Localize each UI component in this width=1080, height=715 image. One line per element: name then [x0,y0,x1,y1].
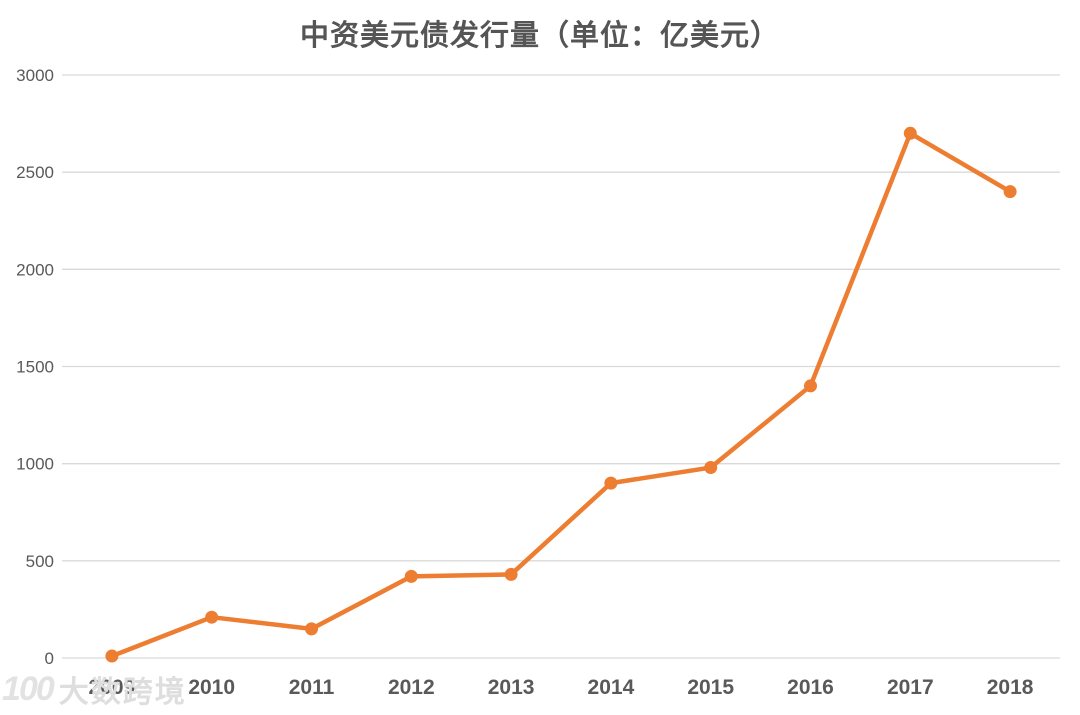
y-tick-label: 500 [26,552,54,571]
x-tick-label: 2011 [289,676,335,699]
data-point [504,567,518,581]
data-point [903,126,917,140]
data-point [105,649,119,663]
data-point [804,379,817,393]
y-tick-label: 1000 [16,455,54,474]
x-tick-label: 2009 [89,676,136,699]
x-tick-label: 2013 [488,676,535,699]
x-tick-label: 2017 [887,676,934,699]
data-point [404,569,418,583]
x-tick-label: 2018 [987,676,1034,699]
x-tick-label: 2014 [588,676,635,699]
x-tick-label: 2016 [787,676,834,699]
x-tick-label: 2010 [188,676,235,699]
x-tick-label: 2012 [388,676,435,699]
y-tick-label: 2500 [16,163,54,182]
chart-title: 中资美元债发行量（单位：亿美元） [299,20,780,52]
x-tick-label: 2015 [687,676,734,699]
data-point [1003,185,1017,199]
y-tick-label: 0 [45,649,54,668]
y-tick-label: 3000 [16,66,54,85]
data-point [604,476,618,490]
data-point [305,622,318,636]
data-point [704,461,718,475]
data-point [205,610,219,624]
y-tick-label: 1500 [16,358,54,377]
data-line [109,131,1013,659]
y-tick-label: 2000 [16,260,54,279]
